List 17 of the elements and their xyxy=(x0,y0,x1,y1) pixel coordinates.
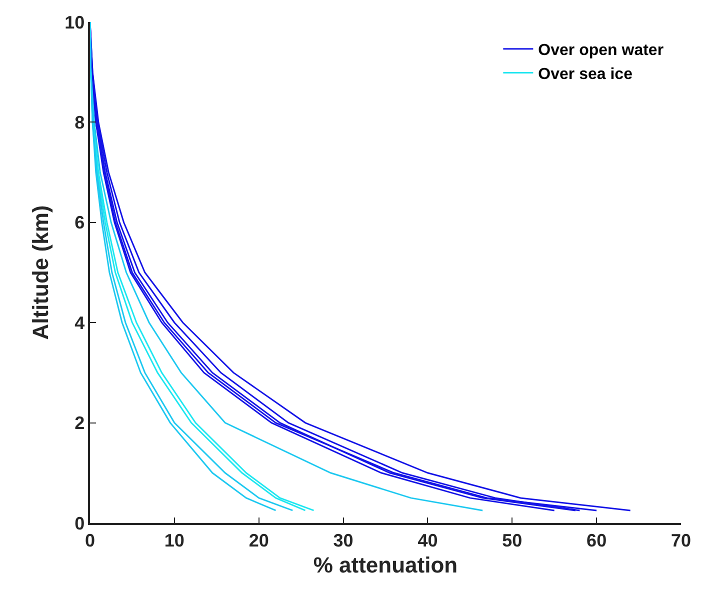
y-tick-label: 0 xyxy=(74,513,85,534)
x-tick-label: 20 xyxy=(248,530,269,550)
y-tick-label: 2 xyxy=(74,413,85,434)
x-tick-label: 10 xyxy=(164,530,184,550)
legend-label: Over open water xyxy=(538,42,664,60)
x-tick-label: 40 xyxy=(418,530,438,550)
y-tick-label: 6 xyxy=(74,212,85,233)
y-tick-label: 8 xyxy=(74,112,85,132)
x-axis-title: % attenuation xyxy=(313,552,458,578)
x-tick-label: 70 xyxy=(670,530,692,550)
x-tick-label: 50 xyxy=(502,530,522,550)
x-tick-label: 60 xyxy=(586,530,607,550)
y-tick-label: 4 xyxy=(74,312,85,333)
y-axis-title: Altitude (km) xyxy=(28,205,53,340)
x-tick-label: 30 xyxy=(333,530,354,550)
y-tick-label: 10 xyxy=(64,12,85,32)
legend-label: Over sea ice xyxy=(538,66,633,83)
